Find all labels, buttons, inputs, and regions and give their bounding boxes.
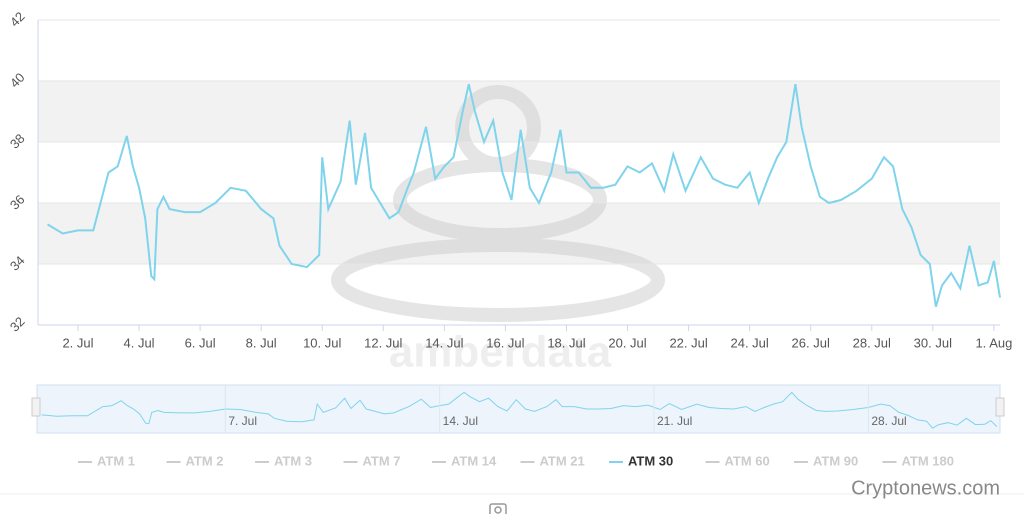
x-tick-label: 26. Jul: [792, 335, 830, 350]
legend-item[interactable]: ATM 1: [78, 453, 135, 468]
legend-label: ATM 7: [363, 453, 401, 468]
x-tick-label: 2. Jul: [62, 335, 93, 350]
x-tick-label: 12. Jul: [364, 335, 402, 350]
legend-item[interactable]: ATM 60: [705, 453, 770, 468]
legend-label: ATM 2: [186, 453, 224, 468]
legend-label: ATM 30: [628, 453, 673, 468]
navigator-handle[interactable]: [31, 397, 41, 417]
plot-band: [38, 81, 1000, 142]
legend-item[interactable]: ATM 14: [432, 453, 497, 468]
x-tick-label: 6. Jul: [185, 335, 216, 350]
watermark-logo: [331, 85, 665, 322]
legend-label: ATM 14: [451, 453, 497, 468]
legend-item[interactable]: ATM 3: [255, 453, 312, 468]
legend-label: ATM 21: [540, 453, 585, 468]
legend-item[interactable]: ATM 90: [794, 453, 858, 468]
legend-label: ATM 60: [725, 453, 770, 468]
x-tick-label: 8. Jul: [246, 335, 277, 350]
navigator-tick-label: 21. Jul: [657, 414, 692, 428]
navigator-handle[interactable]: [995, 397, 1005, 417]
x-tick-label: 20. Jul: [608, 335, 646, 350]
x-tick-label: 14. Jul: [425, 335, 463, 350]
legend-label: ATM 1: [97, 453, 135, 468]
legend-label: ATM 3: [274, 453, 312, 468]
navigator-mask[interactable]: [36, 384, 1001, 434]
legend-item[interactable]: ATM 2: [166, 453, 224, 468]
x-tick-label: 16. Jul: [486, 335, 524, 350]
legend-item[interactable]: ATM 7: [343, 453, 401, 468]
legend-item[interactable]: ATM 180: [882, 453, 955, 468]
watermark: amberdata: [389, 328, 612, 377]
navigator-tick-label: 28. Jul: [871, 414, 906, 428]
legend-label: ATM 180: [902, 453, 955, 468]
legend-item[interactable]: ATM 21: [520, 453, 585, 468]
x-tick-label: 1. Aug: [975, 335, 1012, 350]
x-tick-label: 24. Jul: [730, 335, 768, 350]
camera-icon[interactable]: [489, 503, 507, 514]
navigator-line: [41, 391, 998, 429]
line: [46, 83, 1001, 307]
legend-item[interactable]: ATM 30: [609, 453, 673, 468]
x-tick-label: 30. Jul: [914, 335, 952, 350]
navigator-tick-label: 7. Jul: [228, 414, 257, 428]
navigator-tick-label: 14. Jul: [443, 414, 478, 428]
credit: Cryptonews.com: [851, 477, 1000, 499]
x-tick-label: 22. Jul: [669, 335, 707, 350]
x-tick-label: 18. Jul: [547, 335, 585, 350]
legend-label: ATM 90: [813, 453, 858, 468]
x-tick-label: 28. Jul: [853, 335, 891, 350]
x-tick-label: 4. Jul: [124, 335, 155, 350]
x-tick-label: 10. Jul: [303, 335, 341, 350]
